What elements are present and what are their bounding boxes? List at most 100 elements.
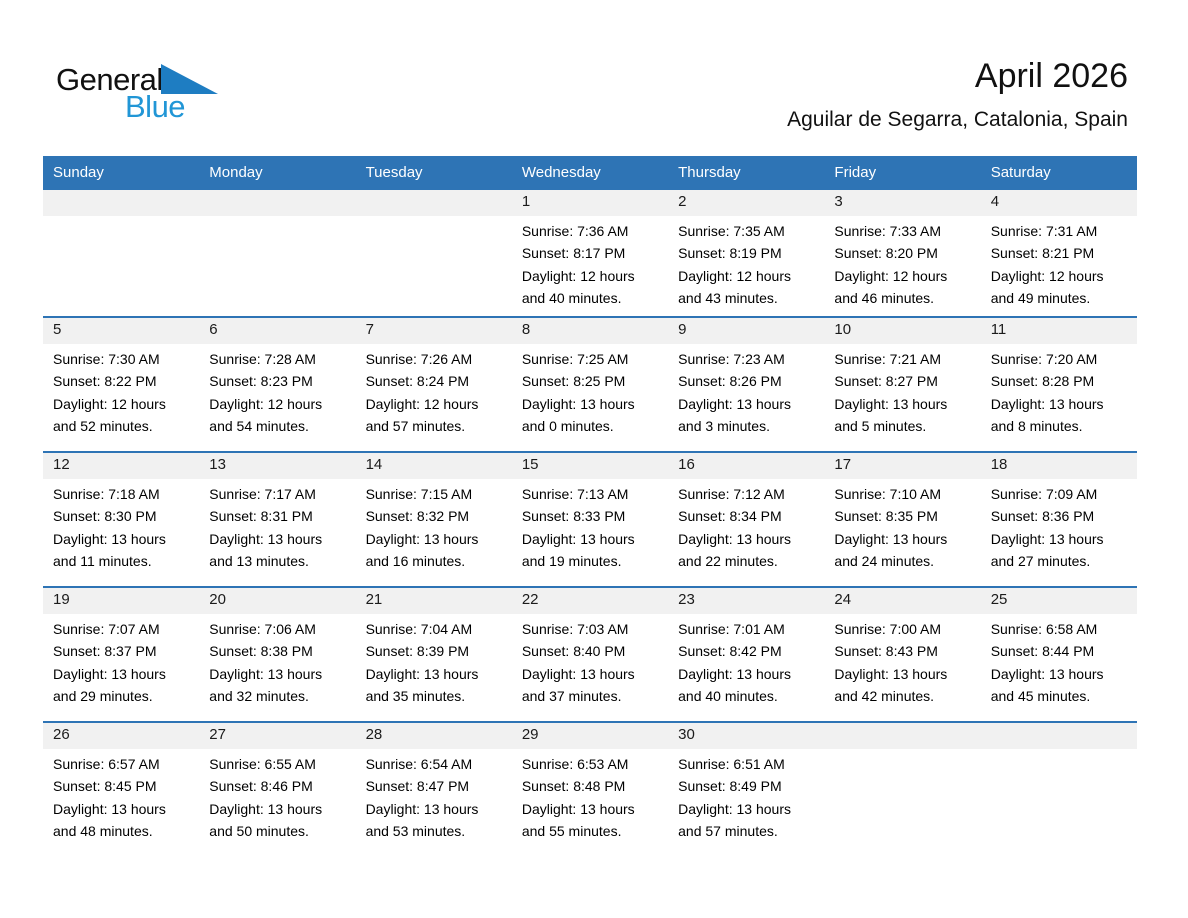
sunset-text: Sunset: 8:44 PM bbox=[990, 643, 1095, 660]
sunset-text: Sunset: 8:39 PM bbox=[365, 643, 470, 660]
week-row: 5 Sunrise: 7:30 AM Sunset: 8:22 PM Daylight… bbox=[43, 316, 1137, 451]
day-number: 28 bbox=[355, 723, 512, 749]
weekday-header-friday: Friday bbox=[834, 164, 877, 181]
day-number bbox=[199, 190, 356, 216]
sunset-text: Sunset: 8:26 PM bbox=[678, 373, 782, 390]
weekday-header-monday: Monday bbox=[209, 164, 263, 181]
daylight-text-line1: Daylight: 13 hours bbox=[834, 530, 948, 547]
day-cell: 20 Sunrise: 7:06 AM Sunset: 8:38 PM Dayligh… bbox=[199, 588, 356, 721]
sunset-text: Sunset: 8:22 PM bbox=[53, 373, 157, 390]
day-number: 24 bbox=[824, 588, 981, 614]
empty-day-cell bbox=[980, 723, 1137, 856]
daylight-text-line1: Daylight: 12 hours bbox=[365, 395, 479, 412]
day-cell: 5 Sunrise: 7:30 AM Sunset: 8:22 PM Daylight… bbox=[43, 318, 200, 451]
daylight-text-line1: Daylight: 13 hours bbox=[53, 530, 166, 547]
sunrise-text: Sunrise: 6:54 AM bbox=[365, 756, 473, 772]
day-cell-body: Sunrise: 7:18 AM Sunset: 8:30 PM Daylight:… bbox=[43, 479, 199, 572]
day-number: 10 bbox=[824, 318, 981, 344]
day-cell-body: Sunrise: 7:15 AM Sunset: 8:32 PM Daylight:… bbox=[356, 479, 512, 572]
daylight-text-line1: Daylight: 13 hours bbox=[521, 665, 635, 682]
sunset-text: Sunset: 8:38 PM bbox=[209, 643, 313, 660]
daylight-text-line2: and 16 minutes. bbox=[365, 552, 466, 569]
day-cell: 16 Sunrise: 7:12 AM Sunset: 8:34 PM Dayligh… bbox=[668, 453, 825, 586]
daylight-text-line2: and 57 minutes. bbox=[678, 822, 778, 839]
sunrise-text: Sunrise: 6:53 AM bbox=[521, 756, 629, 772]
day-cell: 13 Sunrise: 7:17 AM Sunset: 8:31 PM Dayligh… bbox=[199, 453, 356, 586]
daylight-text-line1: Daylight: 13 hours bbox=[521, 530, 635, 547]
day-number: 22 bbox=[511, 588, 669, 614]
daylight-text-line2: and 13 minutes. bbox=[209, 552, 309, 569]
sunset-text: Sunset: 8:34 PM bbox=[678, 508, 782, 525]
day-cell-body bbox=[199, 216, 355, 220]
day-number: 21 bbox=[355, 588, 512, 614]
day-cell: 19 Sunrise: 7:07 AM Sunset: 8:37 PM Dayligh… bbox=[43, 588, 200, 721]
sunset-text: Sunset: 8:40 PM bbox=[521, 643, 626, 660]
daylight-text-line1: Daylight: 13 hours bbox=[834, 665, 948, 682]
day-number: 14 bbox=[355, 453, 512, 479]
empty-day-cell bbox=[824, 723, 981, 856]
day-number: 30 bbox=[668, 723, 825, 749]
day-number: 7 bbox=[355, 318, 512, 344]
sunrise-text: Sunrise: 7:31 AM bbox=[990, 223, 1098, 239]
sunset-text: Sunset: 8:43 PM bbox=[834, 643, 938, 660]
day-number: 27 bbox=[199, 723, 356, 749]
day-cell: 7 Sunrise: 7:26 AM Sunset: 8:24 PM Daylight… bbox=[355, 318, 512, 451]
day-cell-body bbox=[981, 749, 1137, 753]
sunset-text: Sunset: 8:32 PM bbox=[365, 508, 470, 525]
sunrise-text: Sunrise: 7:13 AM bbox=[521, 486, 629, 502]
sunrise-text: Sunrise: 7:06 AM bbox=[209, 621, 316, 637]
daylight-text-line2: and 42 minutes. bbox=[834, 687, 935, 704]
daylight-text-line1: Daylight: 13 hours bbox=[678, 530, 791, 547]
daylight-text-line1: Daylight: 13 hours bbox=[209, 530, 323, 547]
day-number bbox=[980, 723, 1137, 749]
sunset-text: Sunset: 8:25 PM bbox=[521, 373, 626, 390]
sunrise-text: Sunrise: 7:18 AM bbox=[53, 486, 160, 502]
sunset-text: Sunset: 8:23 PM bbox=[209, 373, 313, 390]
day-cell-body: Sunrise: 7:12 AM Sunset: 8:34 PM Daylight:… bbox=[668, 479, 824, 572]
day-cell: 27 Sunrise: 6:55 AM Sunset: 8:46 PM Dayligh… bbox=[199, 723, 356, 856]
day-number: 20 bbox=[199, 588, 356, 614]
daylight-text-line2: and 32 minutes. bbox=[209, 687, 309, 704]
sunset-text: Sunset: 8:17 PM bbox=[521, 245, 626, 262]
daylight-text-line1: Daylight: 13 hours bbox=[990, 530, 1104, 547]
daylight-text-line2: and 48 minutes. bbox=[53, 822, 153, 839]
daylight-text-line2: and 43 minutes. bbox=[678, 289, 778, 306]
sunrise-text: Sunrise: 7:30 AM bbox=[53, 351, 160, 367]
sunrise-text: Sunrise: 7:15 AM bbox=[365, 486, 473, 502]
week-row: 19 Sunrise: 7:07 AM Sunset: 8:37 PM Dayligh… bbox=[43, 586, 1137, 721]
day-cell: 6 Sunrise: 7:28 AM Sunset: 8:23 PM Daylight… bbox=[199, 318, 356, 451]
day-cell-body: Sunrise: 7:20 AM Sunset: 8:28 PM Daylight:… bbox=[981, 344, 1137, 437]
day-number bbox=[43, 190, 200, 216]
day-cell: 22 Sunrise: 7:03 AM Sunset: 8:40 PM Dayligh… bbox=[511, 588, 669, 721]
day-number: 29 bbox=[511, 723, 669, 749]
sunrise-text: Sunrise: 7:12 AM bbox=[678, 486, 785, 502]
sunrise-text: Sunrise: 7:00 AM bbox=[834, 621, 942, 637]
day-cell-body: Sunrise: 7:33 AM Sunset: 8:20 PM Daylight:… bbox=[824, 216, 980, 309]
day-cell: 17 Sunrise: 7:10 AM Sunset: 8:35 PM Dayligh… bbox=[824, 453, 981, 586]
sunset-text: Sunset: 8:30 PM bbox=[53, 508, 157, 525]
daylight-text-line2: and 22 minutes. bbox=[678, 552, 778, 569]
daylight-text-line2: and 37 minutes. bbox=[521, 687, 622, 704]
sunset-text: Sunset: 8:20 PM bbox=[834, 245, 938, 262]
daylight-text-line2: and 3 minutes. bbox=[678, 417, 770, 434]
sunset-text: Sunset: 8:47 PM bbox=[365, 778, 470, 795]
day-cell: 30 Sunrise: 6:51 AM Sunset: 8:49 PM Dayligh… bbox=[668, 723, 825, 856]
day-cell: 15 Sunrise: 7:13 AM Sunset: 8:33 PM Dayligh… bbox=[511, 453, 669, 586]
daylight-text-line1: Daylight: 13 hours bbox=[990, 395, 1104, 412]
sunset-text: Sunset: 8:21 PM bbox=[990, 245, 1095, 262]
day-cell: 25 Sunrise: 6:58 AM Sunset: 8:44 PM Dayligh… bbox=[980, 588, 1137, 721]
daylight-text-line1: Daylight: 12 hours bbox=[990, 267, 1104, 284]
day-number: 26 bbox=[43, 723, 200, 749]
week-row: 12 Sunrise: 7:18 AM Sunset: 8:30 PM Dayligh… bbox=[43, 451, 1137, 586]
daylight-text-line2: and 57 minutes. bbox=[365, 417, 466, 434]
day-number: 23 bbox=[668, 588, 825, 614]
sunset-text: Sunset: 8:37 PM bbox=[53, 643, 157, 660]
day-cell: 24 Sunrise: 7:00 AM Sunset: 8:43 PM Dayligh… bbox=[824, 588, 981, 721]
day-cell-body bbox=[824, 749, 980, 753]
sunrise-text: Sunrise: 7:35 AM bbox=[678, 223, 785, 239]
day-cell: 11 Sunrise: 7:20 AM Sunset: 8:28 PM Dayligh… bbox=[980, 318, 1137, 451]
day-cell: 4 Sunrise: 7:31 AM Sunset: 8:21 PM Daylight… bbox=[980, 190, 1137, 316]
day-number: 9 bbox=[668, 318, 825, 344]
sunrise-text: Sunrise: 6:57 AM bbox=[53, 756, 160, 772]
sunset-text: Sunset: 8:27 PM bbox=[834, 373, 938, 390]
